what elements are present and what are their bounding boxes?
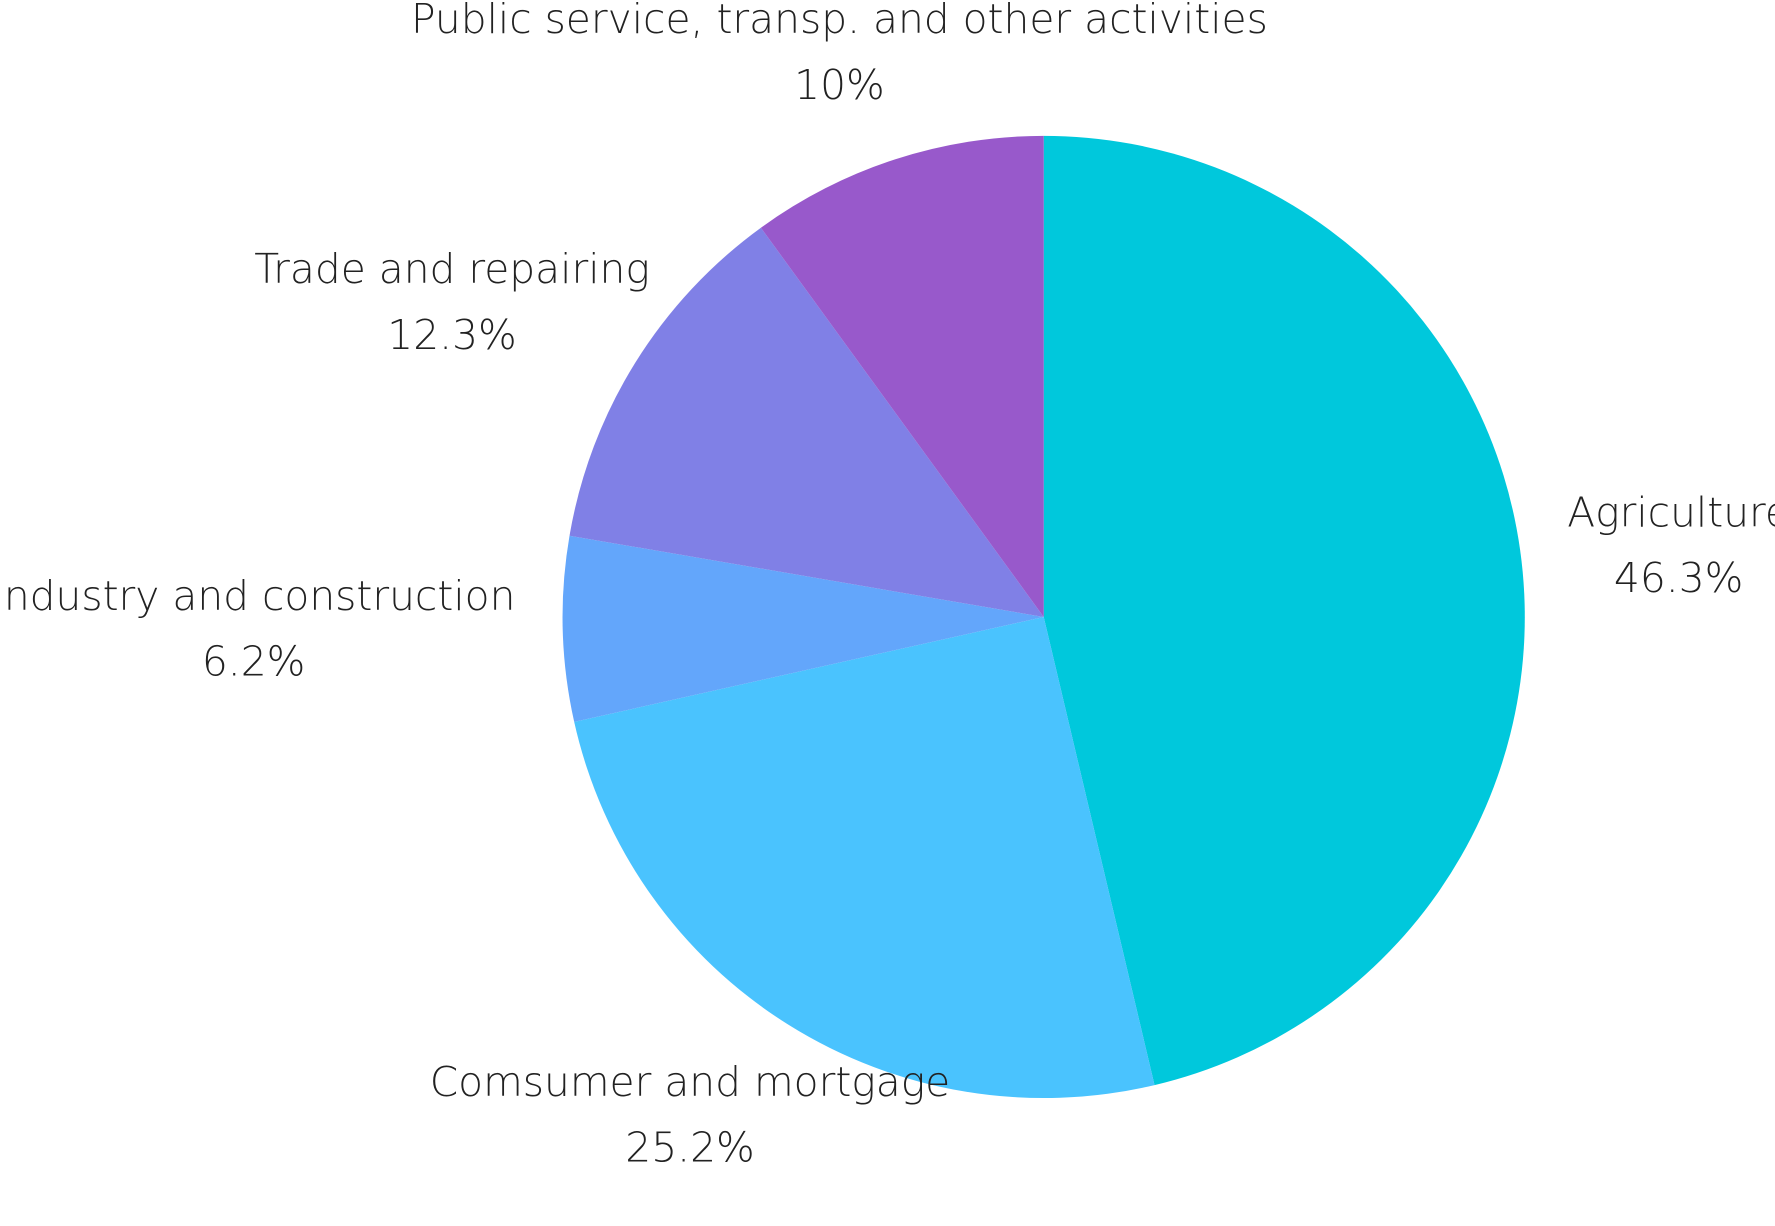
slice-label: Public service, transp. and other activi… xyxy=(411,0,1268,43)
value-label: 12.3% xyxy=(387,311,516,359)
value-label: 25.2% xyxy=(625,1124,754,1172)
slice-label: Industry and construction xyxy=(0,572,515,620)
pie-slice xyxy=(1043,135,1525,1086)
value-label: 6.2% xyxy=(202,638,306,686)
value-label: 10% xyxy=(794,61,885,109)
slice-label: Agriculture xyxy=(1567,489,1775,537)
pie-slice xyxy=(760,135,1044,617)
value-label: 46.3% xyxy=(1614,554,1743,602)
pie-slice xyxy=(569,227,1044,617)
slice-label: Trade and repairing xyxy=(254,245,650,293)
pie-slice xyxy=(574,616,1155,1099)
pie-slice xyxy=(562,535,1044,722)
slice-label: Comsumer and mortgage xyxy=(430,1058,951,1106)
pie-chart: Agriculture 46.3% Comsumer and mortgage 25.… xyxy=(0,0,1775,1172)
